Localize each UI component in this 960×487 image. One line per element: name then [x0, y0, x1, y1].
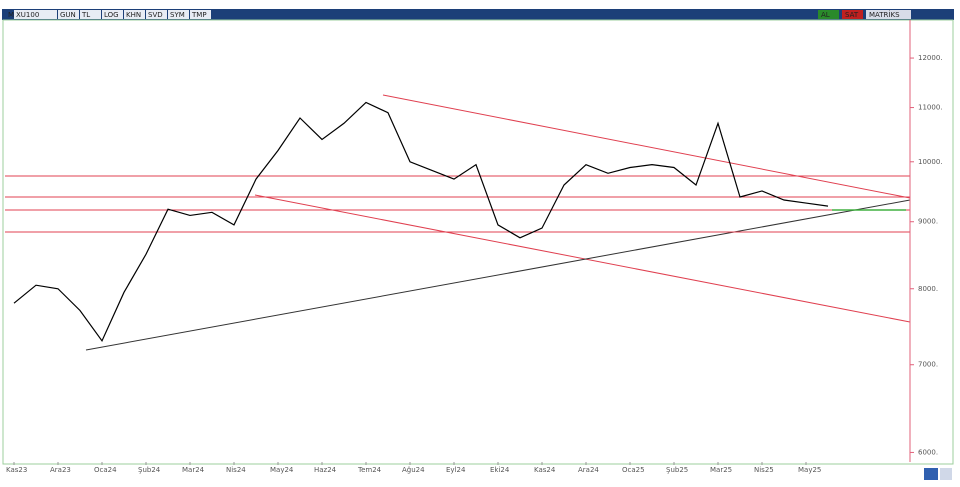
x-tick-label: Nis24 — [226, 466, 246, 474]
x-tick-label: Eyl24 — [446, 466, 466, 474]
x-tick-label: Mar24 — [182, 466, 205, 474]
toolbar-label: SAT — [845, 11, 859, 19]
y-tick-label: 6000. — [918, 448, 938, 456]
y-tick-label: 11000. — [918, 104, 943, 112]
toolbar-button[interactable] — [58, 10, 79, 19]
x-tick-label: May24 — [270, 466, 294, 474]
toolbar-label: TMP — [191, 11, 207, 19]
trend-line — [254, 194, 911, 323]
toolbar-label: KHN — [126, 11, 141, 19]
toolbar-label: AL — [821, 11, 830, 19]
toolbar-label: GUN — [60, 11, 76, 19]
trend-line — [382, 94, 911, 199]
x-tick-label: Oca24 — [94, 466, 117, 474]
toolbar-button[interactable] — [168, 10, 189, 19]
toolbar-button[interactable] — [818, 10, 839, 19]
x-tick-label: Şub25 — [666, 466, 688, 474]
toolbar-label: XU100 — [16, 11, 39, 19]
toolbar-button[interactable] — [146, 10, 167, 19]
chart-frame — [2, 19, 954, 465]
x-tick-label: Nis25 — [754, 466, 774, 474]
x-tick-label: Tem24 — [357, 466, 382, 474]
x-tick-label: Oca25 — [622, 466, 645, 474]
x-tick-label: Ağu24 — [402, 466, 425, 474]
toolbar-button[interactable] — [102, 10, 123, 19]
y-tick-label: 9000. — [918, 218, 938, 226]
toolbar-button[interactable] — [80, 10, 101, 19]
toolbar-label: MATRİKS — [869, 10, 900, 19]
toolbar-button[interactable] — [6, 10, 13, 19]
toolbar-label: LOG — [104, 11, 119, 19]
trend-line — [85, 199, 911, 351]
toolbar-button[interactable] — [842, 10, 863, 19]
x-tick-label: Haz24 — [314, 466, 337, 474]
y-tick-label: 8000. — [918, 285, 938, 293]
price-line — [13, 101, 829, 343]
x-tick-label: Ara23 — [50, 466, 71, 474]
y-tick-label: 10000. — [918, 158, 943, 166]
scroll-button[interactable] — [924, 468, 938, 480]
x-tick-label: Kas24 — [534, 466, 556, 474]
drawings — [5, 94, 911, 351]
x-tick-label: Kas23 — [6, 466, 27, 474]
toolbar-label: SVD — [148, 11, 163, 19]
toolbar-label: M — [8, 11, 14, 19]
x-tick-label: Ara24 — [578, 466, 599, 474]
y-tick-label: 12000. — [918, 54, 943, 62]
x-tick-label: Şub24 — [138, 466, 161, 474]
toolbar-left: M XU100 GUN TL LOG KHN SVD SYM TMP — [6, 10, 211, 19]
x-tick-label: Eki24 — [490, 466, 510, 474]
toolbar-button[interactable] — [190, 10, 211, 19]
toolbar-button[interactable] — [866, 10, 911, 19]
toolbar-label: SYM — [170, 11, 185, 19]
x-tick-label: Mar25 — [710, 466, 732, 474]
toolbar-right: AL SAT MATRİKS — [818, 10, 911, 19]
toolbar-label: TL — [81, 11, 90, 19]
x-tick-label: May25 — [798, 466, 821, 474]
y-tick-label: 7000. — [918, 361, 938, 369]
toolbar — [2, 9, 954, 20]
toolbar-button[interactable] — [14, 10, 57, 19]
settings-button[interactable] — [940, 468, 952, 480]
toolbar-button[interactable] — [124, 10, 145, 19]
